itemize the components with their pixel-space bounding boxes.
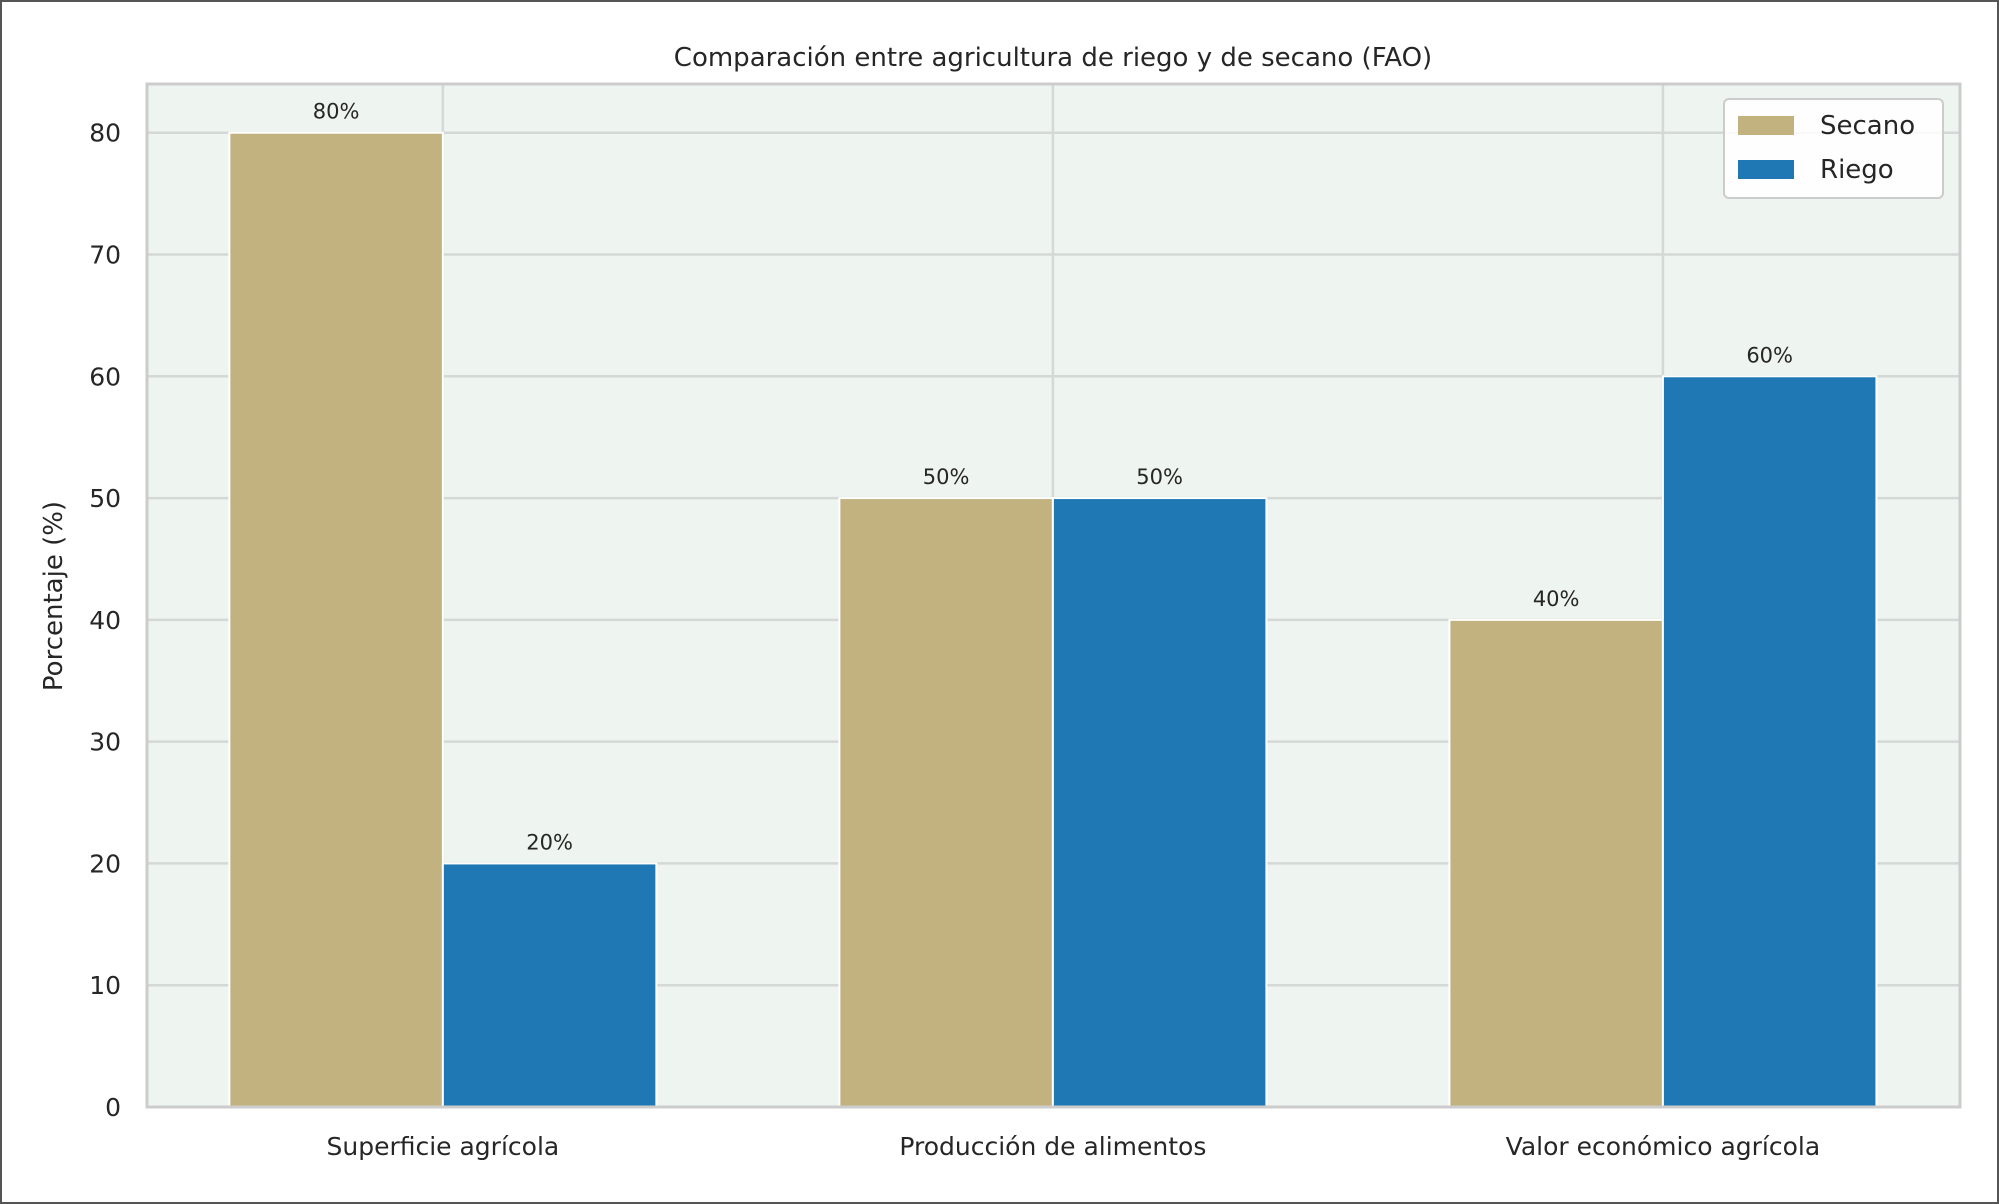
bar-riego xyxy=(1661,375,1878,1108)
bar-labels: 80% 50% 40% 20% 50% 60% xyxy=(313,100,1793,855)
legend-swatch-riego xyxy=(1738,160,1794,179)
chart-title: Comparación entre agricultura de riego y… xyxy=(674,43,1432,73)
y-tick-label: 0 xyxy=(105,1093,121,1122)
y-tick-label: 60 xyxy=(89,362,121,391)
bars xyxy=(228,131,1878,1109)
y-tick-labels: 0 10 20 30 40 50 60 70 80 xyxy=(89,119,121,1122)
legend-swatch-secano xyxy=(1738,116,1794,135)
bar-riego xyxy=(441,862,658,1109)
y-tick-label: 80 xyxy=(89,119,121,148)
legend: Secano Riego xyxy=(1723,98,1944,199)
bar-value-label: 60% xyxy=(1746,343,1793,367)
x-tick-label: Superficie agrícola xyxy=(326,1132,559,1161)
bar-value-label: 40% xyxy=(1533,587,1580,611)
y-tick-label: 30 xyxy=(89,728,121,757)
x-tick-labels: Superficie agrícola Producción de aliment… xyxy=(326,1132,1820,1161)
y-tick-label: 20 xyxy=(89,849,121,878)
bar-value-label: 80% xyxy=(313,100,360,124)
plot-border xyxy=(145,82,1962,1109)
y-tick-label: 40 xyxy=(89,606,121,635)
bar-secano xyxy=(838,497,1054,1109)
bar-value-label: 20% xyxy=(526,830,573,854)
x-tick-label: Valor económico agrícola xyxy=(1506,1132,1821,1161)
bar-secano xyxy=(228,131,444,1108)
bar-value-label: 50% xyxy=(923,465,970,489)
legend-label: Secano xyxy=(1820,111,1915,141)
y-tick-label: 50 xyxy=(89,484,121,513)
y-axis-label: Porcentaje (%) xyxy=(39,501,69,691)
y-tick-label: 10 xyxy=(89,971,121,1000)
bar-value-label: 50% xyxy=(1136,465,1183,489)
bar-riego xyxy=(1051,497,1268,1109)
x-tick-label: Producción de alimentos xyxy=(899,1132,1206,1161)
legend-label: Riego xyxy=(1820,155,1894,185)
bar-secano xyxy=(1448,618,1664,1108)
y-tick-label: 70 xyxy=(89,241,121,270)
